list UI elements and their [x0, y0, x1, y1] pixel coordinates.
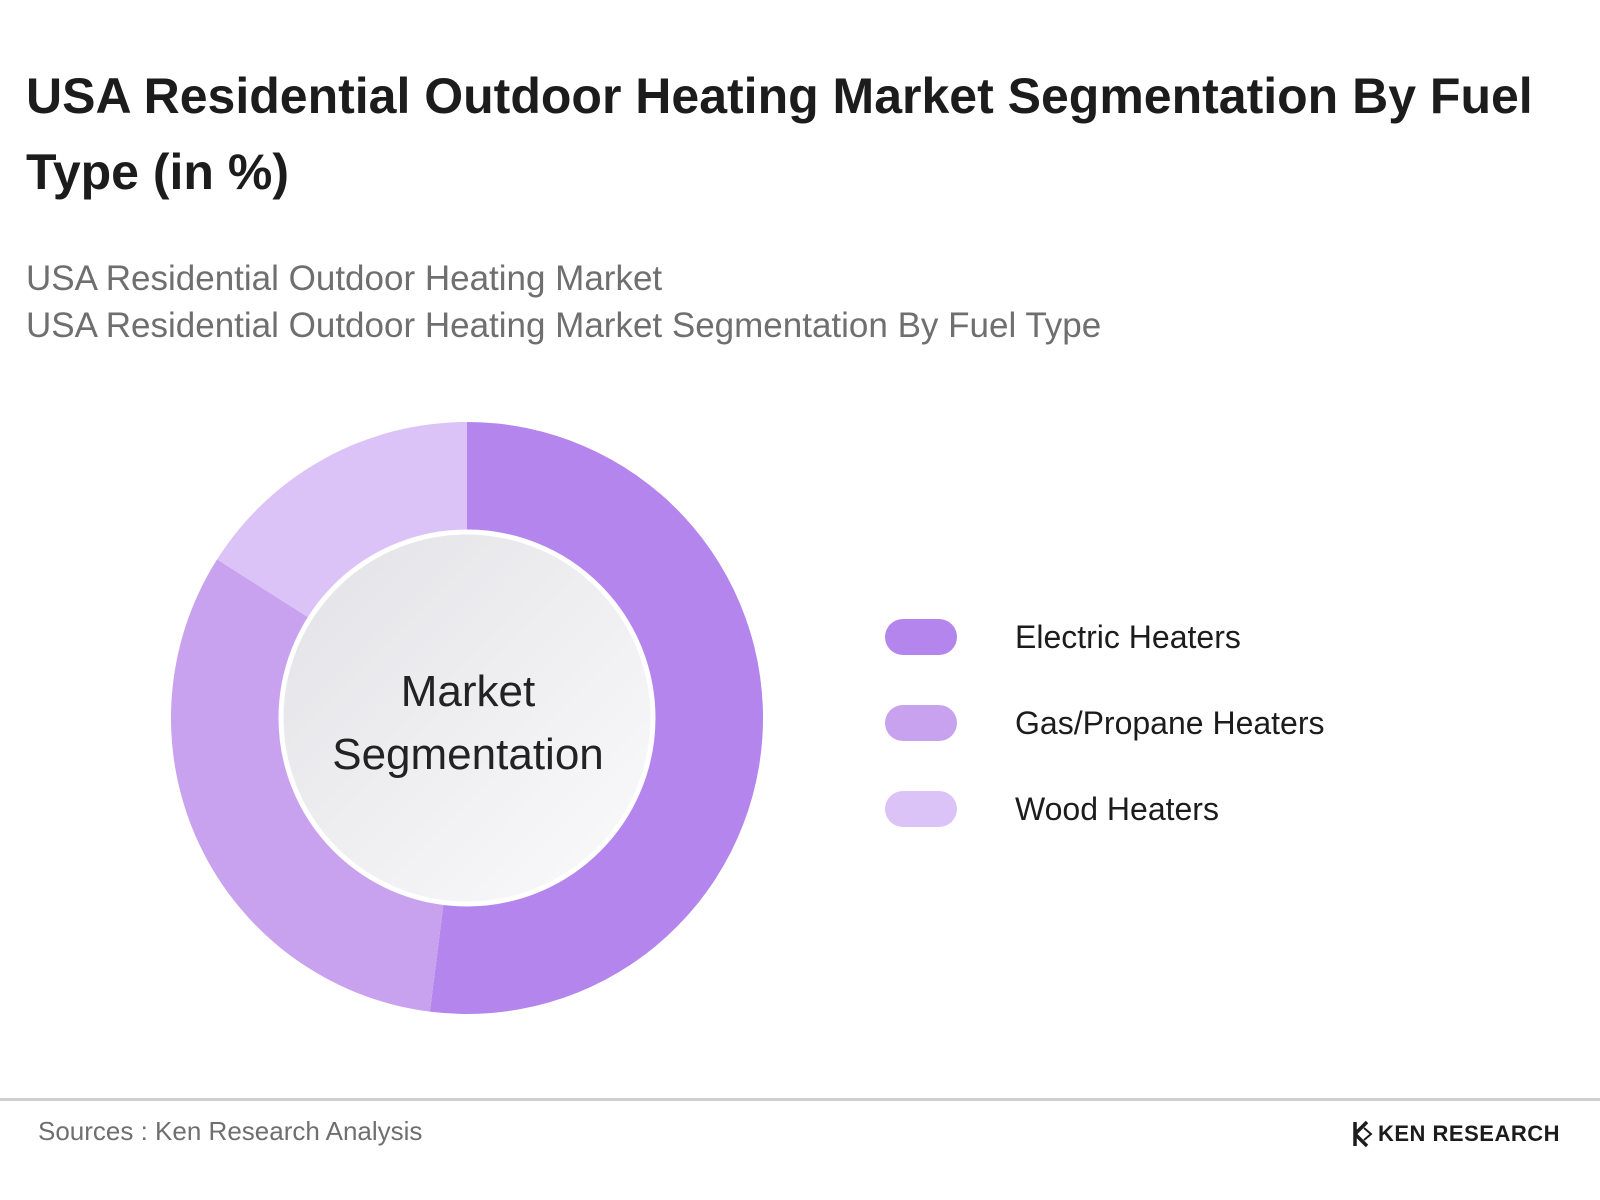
- legend-item-gas-propane: Gas/Propane Heaters: [885, 703, 1325, 743]
- subtitle-line-1: USA Residential Outdoor Heating Market: [26, 259, 663, 298]
- donut-slices: [170, 422, 763, 1015]
- legend-swatch-wood: [885, 791, 957, 827]
- ken-research-logo-icon: [1353, 1120, 1373, 1148]
- brand-name: KEN RESEARCH: [1377, 1121, 1560, 1146]
- legend-label-gas-propane: Gas/Propane Heaters: [1015, 704, 1325, 741]
- legend-label-wood: Wood Heaters: [1015, 790, 1219, 827]
- subtitle-line-2: USA Residential Outdoor Heating Market S…: [26, 306, 1102, 345]
- brand-logo: KEN RESEARCH: [1352, 1120, 1560, 1148]
- legend-item-wood: Wood Heaters: [885, 789, 1325, 829]
- legend-swatch-gas-propane: [885, 705, 957, 741]
- footer-divider: [0, 1098, 1600, 1101]
- donut-slice-wood: [217, 422, 467, 619]
- chart-title: USA Residential Outdoor Heating Market S…: [26, 68, 1533, 200]
- legend-label-electric: Electric Heaters: [1015, 618, 1241, 655]
- chart-subtitle: USA Residential Outdoor Heating Market U…: [26, 255, 1526, 349]
- donut-center-label: Market Segmentation: [332, 667, 604, 779]
- source-note: Sources : Ken Research Analysis: [38, 1116, 423, 1146]
- donut-slice-gas-propane: [170, 559, 444, 1012]
- donut-center-disc: [278, 529, 656, 907]
- chart-legend: Electric Heaters Gas/Propane Heaters Woo…: [885, 617, 1325, 875]
- legend-item-electric: Electric Heaters: [885, 617, 1325, 657]
- legend-swatch-electric: [885, 619, 957, 655]
- donut-slice-electric: [429, 422, 763, 1015]
